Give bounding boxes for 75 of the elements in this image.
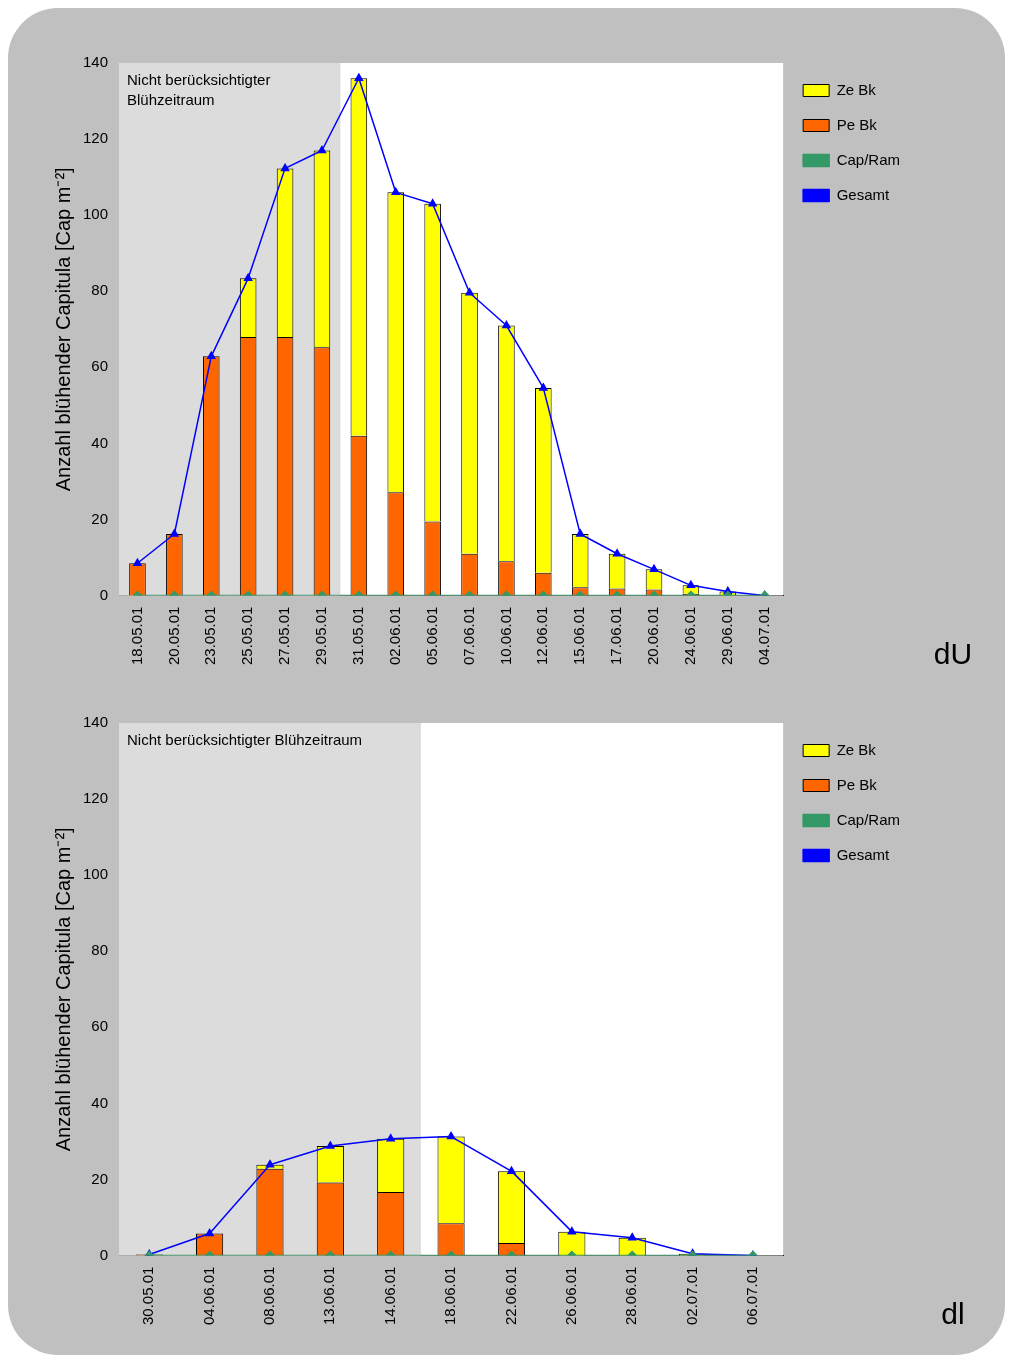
point <box>317 145 327 154</box>
x-tick-label: 04.07.01 <box>754 606 772 665</box>
y-tick-label: 20 <box>91 509 109 527</box>
x-tick-label: 22.06.01 <box>501 1266 519 1325</box>
y-tick-label: 100 <box>83 865 109 883</box>
y-axis-title: Anzahl blühender Capitula [Cap m⁻²] <box>51 827 74 1152</box>
x-tick-label: 15.06.01 <box>570 606 588 665</box>
point <box>502 320 511 329</box>
legend-label: Ze Bk <box>836 740 877 758</box>
x-tick-label: 20.06.01 <box>644 606 662 665</box>
legend-label: Cap/Ram <box>836 810 900 828</box>
y-tick-label: 0 <box>99 585 109 603</box>
y-tick-label: 140 <box>83 53 109 71</box>
y-tick-label: 40 <box>91 433 109 451</box>
x-tick-label: 02.06.01 <box>385 606 403 665</box>
point <box>539 383 548 391</box>
legend-label: Gesamt <box>836 185 890 203</box>
text: dU <box>933 636 973 670</box>
x-tick-label: 18.06.01 <box>441 1266 459 1325</box>
x-tick-label: 05.06.01 <box>422 606 440 665</box>
point <box>576 529 585 537</box>
x-tick-label: 26.06.01 <box>561 1266 579 1325</box>
band-label: Nicht berücksichtigter Blühzeitraum <box>127 70 271 108</box>
y-tick-label: 80 <box>91 941 109 959</box>
legend-label: Pe Bk <box>836 115 878 133</box>
point <box>243 273 253 282</box>
legend-label: Cap/Ram <box>836 150 900 168</box>
point <box>207 351 216 360</box>
x-tick-label: 20.05.01 <box>164 606 182 665</box>
x-tick-label: 27.05.01 <box>275 606 293 665</box>
legend-label: Pe Bk <box>836 775 878 793</box>
point <box>133 558 142 567</box>
y-tick-label: 0 <box>99 1245 109 1263</box>
point <box>612 549 622 557</box>
x-tick-label: 31.05.01 <box>348 606 366 665</box>
x-tick-label: 17.06.01 <box>607 606 625 665</box>
y-axis-title: Anzahl blühender Capitula [Cap m⁻²] <box>51 167 74 492</box>
legend-label: Ze Bk <box>836 80 877 98</box>
x-tick-label: 29.06.01 <box>717 606 735 665</box>
point <box>428 199 437 207</box>
band-label: Nicht berücksichtigter Blühzeitraum <box>127 730 363 748</box>
x-tick-label: 23.05.01 <box>201 606 219 665</box>
point <box>686 580 696 589</box>
x-tick-label: 14.06.01 <box>380 1266 398 1325</box>
y-tick-label: 140 <box>83 713 109 731</box>
point <box>354 73 364 81</box>
x-tick-label: 28.06.01 <box>622 1266 640 1325</box>
x-tick-label: 18.05.01 <box>127 606 145 665</box>
x-tick-label: 07.06.01 <box>459 606 477 665</box>
point <box>391 187 400 196</box>
x-tick-label: 30.05.01 <box>139 1266 157 1325</box>
x-tick-label: 12.06.01 <box>533 606 551 665</box>
x-tick-label: 06.07.01 <box>743 1266 761 1325</box>
x-tick-label: 10.06.01 <box>496 606 514 665</box>
y-tick-label: 20 <box>91 1169 109 1187</box>
x-tick-label: 08.06.01 <box>260 1266 278 1325</box>
text: dl <box>941 1296 965 1330</box>
point <box>649 564 659 573</box>
y-tick-label: 80 <box>91 281 109 299</box>
y-tick-label: 60 <box>91 357 109 375</box>
x-tick-label: 29.05.01 <box>312 606 330 665</box>
x-tick-label: 24.06.01 <box>681 606 699 665</box>
x-tick-label: 25.05.01 <box>238 606 256 665</box>
y-tick-label: 100 <box>83 205 109 223</box>
x-tick-label: 04.06.01 <box>199 1266 217 1325</box>
point <box>465 288 474 296</box>
x-tick-label: 13.06.01 <box>320 1266 338 1325</box>
y-tick-label: 40 <box>91 1093 109 1111</box>
y-tick-label: 120 <box>83 789 109 807</box>
y-tick-label: 120 <box>83 129 109 147</box>
point <box>170 529 179 537</box>
y-tick-label: 60 <box>91 1017 109 1035</box>
legend-label: Gesamt <box>836 845 890 863</box>
point <box>280 163 290 172</box>
x-tick-label: 02.07.01 <box>682 1266 700 1325</box>
